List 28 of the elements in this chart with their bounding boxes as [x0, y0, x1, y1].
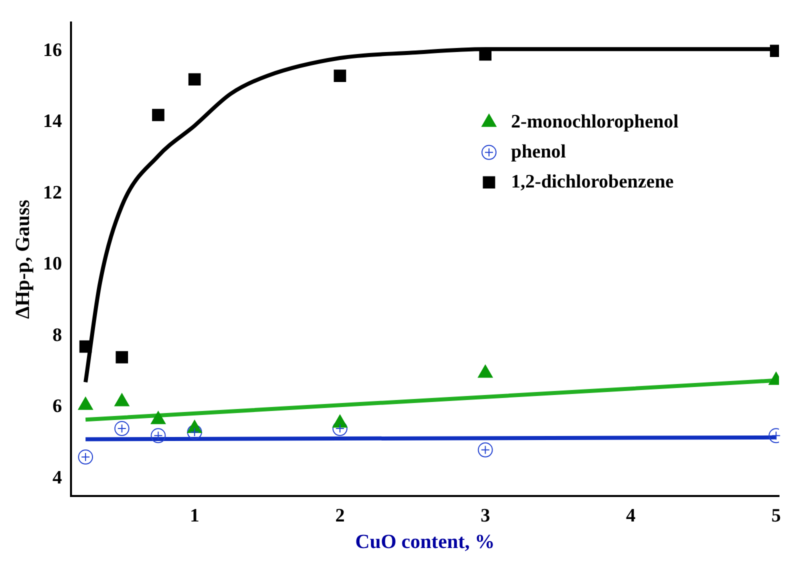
point	[188, 73, 201, 86]
y-tick-label: 12	[43, 182, 62, 204]
point	[114, 421, 130, 436]
x-tick-label: 2	[335, 506, 345, 527]
x-tick-label: 5	[771, 506, 781, 527]
y-tick-label: 16	[43, 40, 62, 61]
point	[332, 421, 348, 436]
point	[116, 351, 128, 364]
x-tick-label: 3	[480, 506, 490, 527]
y-tick-label: 4	[52, 467, 62, 488]
legend-label: phenol	[511, 141, 566, 162]
point	[79, 340, 92, 353]
y-tick-label: 14	[43, 111, 62, 132]
y-tick-label: 10	[43, 254, 62, 275]
point	[150, 428, 166, 444]
x-axis-title: CuO content, %	[355, 531, 495, 554]
point	[187, 424, 202, 440]
legend-label: 2-monochlorophenol	[511, 111, 679, 132]
x-tick-label: 1	[190, 506, 200, 527]
point	[78, 450, 94, 465]
point	[478, 442, 493, 458]
x-tick-label: 4	[626, 506, 636, 527]
y-axis-title: ΔHp-p, Gauss	[12, 199, 34, 319]
y-tick-label: 8	[52, 324, 62, 346]
legend-label: 1,2-dichlorobenzene	[511, 171, 674, 192]
point	[334, 70, 346, 82]
point	[152, 108, 164, 122]
y-tick-label: 6	[52, 396, 62, 418]
